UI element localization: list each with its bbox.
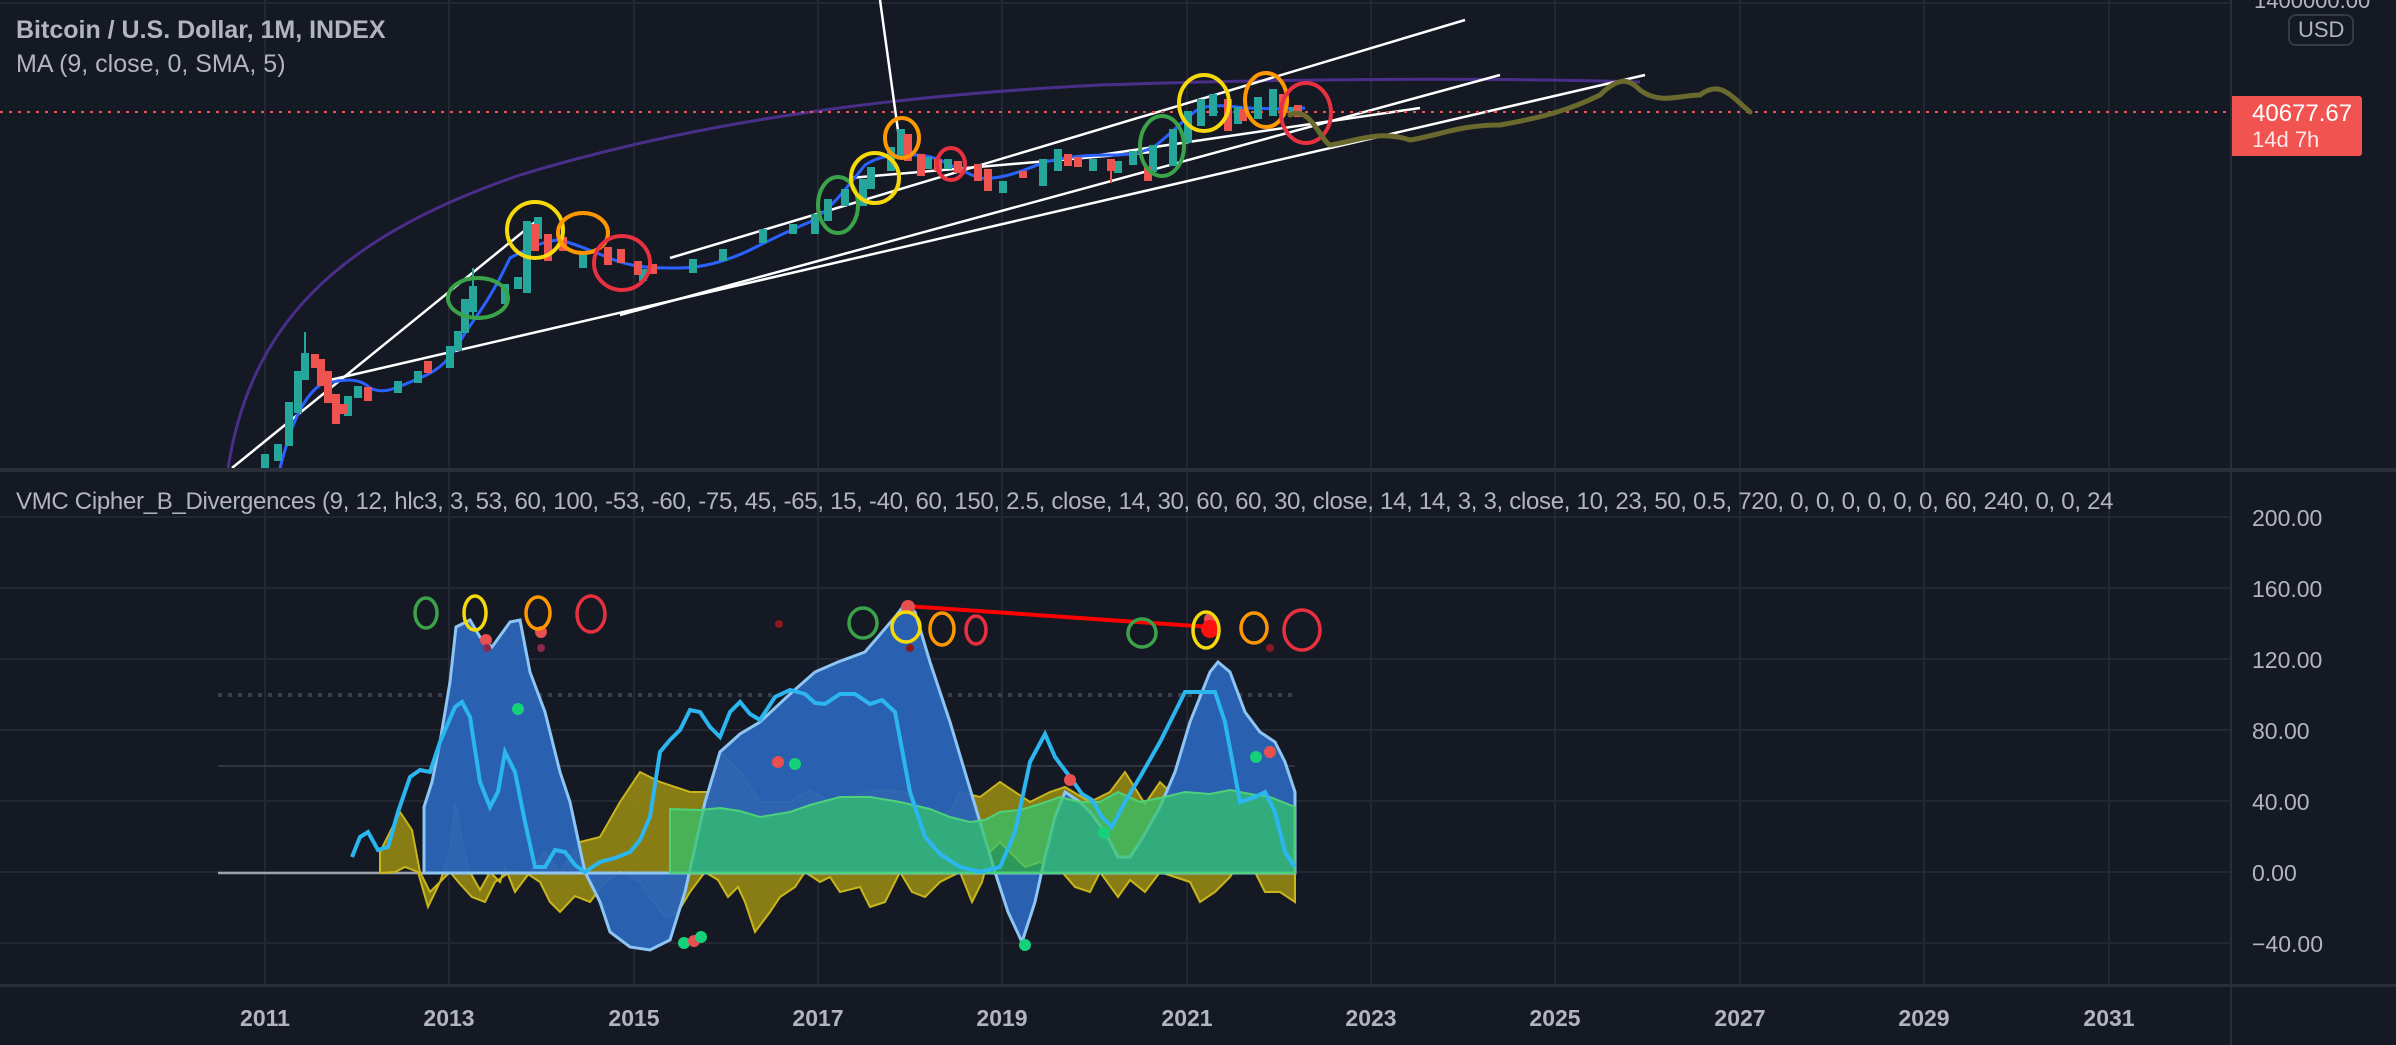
year-label: 2013 bbox=[423, 1005, 475, 1031]
year-label: 2029 bbox=[1898, 1005, 1950, 1031]
year-label: 2023 bbox=[1345, 1005, 1397, 1031]
osc-cycle-circles bbox=[413, 594, 1322, 652]
year-label: 2021 bbox=[1161, 1005, 1213, 1031]
last-price-value: 40677.67 bbox=[2252, 100, 2353, 127]
osc-tick: 120.00 bbox=[2252, 647, 2323, 673]
currency-badge[interactable]: USD bbox=[2288, 14, 2355, 46]
symbol-title[interactable]: Bitcoin / U.S. Dollar, 1M, INDEX bbox=[16, 16, 386, 44]
year-label: 2017 bbox=[792, 1005, 844, 1031]
year-label: 2019 bbox=[976, 1005, 1028, 1031]
time-axis[interactable]: 2011 2013 2015 2017 2019 2021 2023 2025 … bbox=[0, 984, 2396, 1045]
osc-tick: 160.00 bbox=[2252, 576, 2323, 602]
oscillator-canvas[interactable] bbox=[0, 472, 2230, 984]
osc-tick: −40.00 bbox=[2252, 931, 2323, 957]
trendlines bbox=[231, 0, 1646, 468]
projected-path bbox=[1287, 78, 1753, 148]
wavetrend-line bbox=[350, 687, 1297, 875]
ma-line bbox=[278, 104, 1306, 468]
osc-tick: 200.00 bbox=[2252, 505, 2323, 531]
ma-indicator-legend[interactable]: MA (9, close, 0, SMA, 5) bbox=[16, 50, 286, 78]
oscillator-axis[interactable]: 200.00 160.00 120.00 80.00 40.00 0.00 −4… bbox=[2230, 472, 2396, 984]
bar-countdown: 14d 7h bbox=[2252, 127, 2320, 152]
price-chart-pane[interactable]: Bitcoin / U.S. Dollar, 1M, INDEX MA (9, … bbox=[0, 0, 2230, 468]
year-label: 2015 bbox=[608, 1005, 660, 1031]
year-label: 2025 bbox=[1529, 1005, 1581, 1031]
price-axis[interactable]: 1400000.00 bbox=[2230, 0, 2396, 468]
oscillator-legend[interactable]: VMC Cipher_B_Divergences (9, 12, hlc3, 3… bbox=[16, 488, 2114, 515]
axis-corner-divider bbox=[2230, 987, 2232, 1045]
bearish-divergence-line bbox=[905, 604, 1211, 629]
price-grid bbox=[0, 0, 2230, 468]
price-tick-top: 1400000.00 bbox=[2254, 0, 2371, 13]
year-label: 2011 bbox=[240, 1005, 290, 1031]
price-chart-canvas[interactable] bbox=[0, 0, 2230, 468]
osc-tick: 0.00 bbox=[2252, 860, 2297, 886]
year-label: 2027 bbox=[1714, 1005, 1766, 1031]
osc-grid bbox=[0, 472, 2230, 984]
osc-tick: 40.00 bbox=[2252, 789, 2310, 815]
osc-tick: 80.00 bbox=[2252, 718, 2310, 744]
stoch-area bbox=[669, 788, 1296, 874]
oscillator-pane[interactable]: VMC Cipher_B_Divergences (9, 12, hlc3, 3… bbox=[0, 472, 2230, 984]
cycle-circles bbox=[446, 71, 1333, 320]
log-growth-arc bbox=[226, 77, 1641, 468]
year-label: 2031 bbox=[2083, 1005, 2135, 1031]
signal-dots bbox=[480, 600, 1276, 951]
candles bbox=[261, 89, 1302, 468]
pane-divider[interactable] bbox=[0, 468, 2396, 472]
last-price-label: 40677.67 14d 7h bbox=[2232, 96, 2362, 156]
